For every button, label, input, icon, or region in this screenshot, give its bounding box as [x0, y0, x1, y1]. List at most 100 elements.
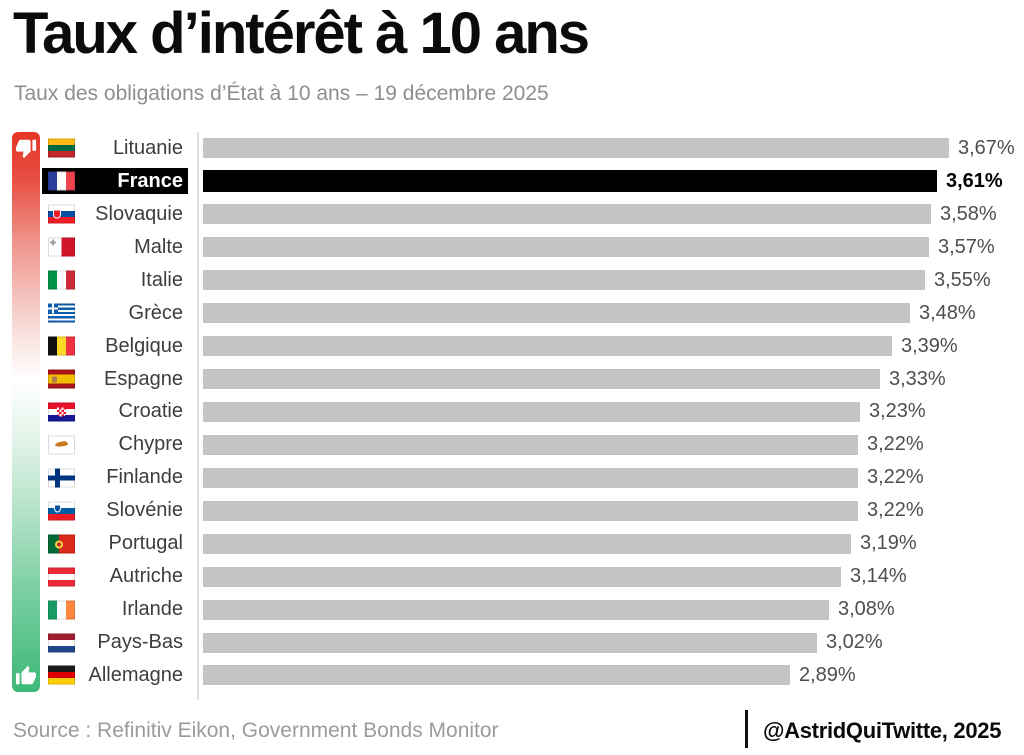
bar [203, 237, 929, 258]
bar-area: 3,14% [188, 565, 1024, 588]
value-label: 3,58% [940, 202, 997, 225]
bar-area: 3,57% [188, 236, 1024, 259]
country-label-group: Finlande [0, 461, 188, 494]
value-label: 2,89% [799, 663, 856, 686]
bar [203, 270, 925, 291]
bar-area: 3,22% [188, 466, 1024, 489]
bar-area: 3,48% [188, 302, 1024, 325]
nl-flag-icon [48, 633, 75, 653]
value-label: 3,02% [826, 631, 883, 654]
chart-rows: Lituanie 3,67% France 3,61% Slovaquie 3,… [0, 132, 1024, 692]
country-label-group: Belgique [0, 330, 188, 363]
bar-area: 3,02% [188, 631, 1024, 654]
country-label-group: Malte [0, 231, 188, 264]
country-label: Italie [140, 268, 183, 291]
chart-row: Slovaquie 3,58% [0, 198, 1024, 231]
bar-area: 3,19% [188, 532, 1024, 555]
country-label: Slovaquie [95, 202, 183, 225]
bar-area: 3,58% [188, 203, 1024, 226]
bar [203, 204, 931, 225]
bar-area: 3,67% [188, 137, 1024, 160]
bar [203, 401, 860, 422]
bar [203, 599, 829, 620]
country-label-group: France [0, 165, 188, 198]
thumbs-up-icon [15, 665, 37, 687]
value-label: 3,14% [850, 565, 907, 588]
cy-flag-icon [48, 435, 75, 455]
country-label-group: Slovaquie [0, 198, 188, 231]
chart-row: Irlande 3,08% [0, 593, 1024, 626]
sk-flag-icon [48, 204, 75, 224]
chart-row: Grèce 3,48% [0, 297, 1024, 330]
value-label: 3,39% [901, 334, 958, 357]
bar-area: 3,33% [188, 368, 1024, 391]
chart-row: Italie 3,55% [0, 264, 1024, 297]
value-label: 3,55% [934, 268, 991, 291]
chart-row: Malte 3,57% [0, 231, 1024, 264]
bar [203, 533, 851, 554]
source-note: Source : Refinitiv Eikon, Government Bon… [13, 719, 499, 742]
value-label: 3,22% [867, 466, 924, 489]
country-label-group: Irlande [0, 593, 188, 626]
country-label: Irlande [121, 598, 183, 621]
page-subtitle: Taux des obligations d’État à 10 ans – 1… [14, 82, 549, 105]
country-label: Belgique [105, 334, 183, 357]
country-label: France [117, 169, 183, 192]
chart-row: Allemagne 2,89% [0, 659, 1024, 692]
author-attribution: @AstridQuiTwitte, 2025 [763, 718, 1002, 743]
at-flag-icon [48, 567, 75, 587]
country-label: Espagne [104, 367, 183, 390]
country-label: Chypre [118, 433, 183, 456]
bar [203, 467, 858, 488]
country-label: Grèce [128, 301, 183, 324]
bar [203, 500, 858, 521]
bar [203, 303, 910, 324]
bar [203, 632, 817, 653]
bar [203, 336, 892, 357]
country-label: Pays-Bas [97, 631, 183, 654]
chart-row: Pays-Bas 3,02% [0, 626, 1024, 659]
bar-area: 3,08% [188, 598, 1024, 621]
chart-row: Autriche 3,14% [0, 560, 1024, 593]
sentiment-gradient [12, 132, 40, 692]
ie-flag-icon [48, 600, 75, 620]
bar [203, 138, 949, 159]
value-label: 3,48% [919, 301, 976, 324]
bar-area: 3,22% [188, 433, 1024, 456]
country-label: Lituanie [112, 136, 183, 159]
country-label-group: Italie [0, 264, 188, 297]
lt-flag-icon [48, 138, 75, 158]
chart-row: Portugal 3,19% [0, 527, 1024, 560]
value-label: 3,23% [869, 400, 926, 423]
bar [203, 434, 858, 455]
bar-chart: Lituanie 3,67% France 3,61% Slovaquie 3,… [0, 132, 1024, 700]
footer-divider [745, 710, 748, 748]
country-label-group: Chypre [0, 428, 188, 461]
chart-row: France 3,61% [0, 165, 1024, 198]
chart-row: Chypre 3,22% [0, 428, 1024, 461]
country-label: Slovénie [106, 499, 183, 522]
country-label-group: Espagne [0, 363, 188, 396]
bar [203, 566, 841, 587]
hr-flag-icon [48, 402, 75, 422]
country-label-group: Croatie [0, 396, 188, 429]
bar [203, 369, 880, 390]
value-label: 3,22% [867, 499, 924, 522]
chart-row: Belgique 3,39% [0, 330, 1024, 363]
bar-area: 3,61% [188, 170, 1024, 193]
country-label-group: Allemagne [0, 659, 188, 692]
country-label: Autriche [109, 565, 183, 588]
pt-flag-icon [48, 534, 75, 554]
chart-row: Slovénie 3,22% [0, 494, 1024, 527]
bar-area: 3,39% [188, 335, 1024, 358]
bar-area: 3,23% [188, 400, 1024, 423]
it-flag-icon [48, 270, 75, 290]
bar-area: 3,55% [188, 269, 1024, 292]
country-label: Portugal [108, 532, 184, 555]
value-label: 3,57% [938, 235, 995, 258]
es-flag-icon [48, 369, 75, 389]
si-flag-icon [48, 501, 75, 521]
bar-area: 3,22% [188, 499, 1024, 522]
value-label: 3,61% [946, 169, 1003, 192]
